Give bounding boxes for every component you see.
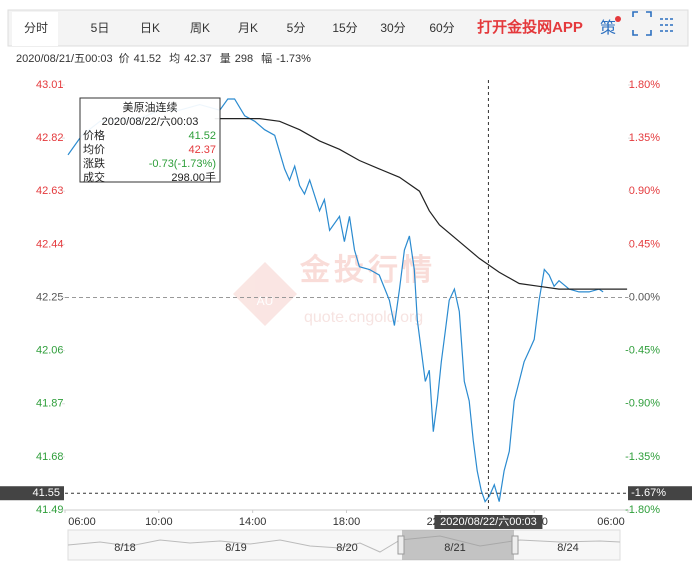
- tooltip-value: 298.00手: [171, 170, 216, 184]
- info-value: -1.73%: [276, 53, 311, 65]
- tooltip-title: 美原油连续: [123, 100, 178, 114]
- crosshair-y2-label: -1.67%: [631, 487, 666, 499]
- y-tick-label: 41.49: [36, 504, 64, 516]
- info-label: 价: [119, 52, 130, 65]
- x-tick-label: 10:00: [145, 516, 173, 528]
- tooltip-value: -0.73(-1.73%): [149, 158, 216, 170]
- watermark-logo: AU: [257, 294, 274, 308]
- navigator-label: 8/20: [336, 542, 357, 554]
- info-value: 298: [235, 53, 253, 65]
- info-label: 幅: [261, 52, 272, 65]
- crosshair-y-box: [0, 486, 64, 501]
- tab[interactable]: 15分: [332, 21, 357, 35]
- navigator-label: 8/19: [225, 542, 246, 554]
- tooltip-date: 2020/08/22/六00:03: [102, 115, 199, 128]
- watermark: AU 金投行情 quote.cngold.org: [233, 253, 436, 326]
- navigator[interactable]: [67, 529, 621, 561]
- series-line: [67, 98, 604, 503]
- navigator-window[interactable]: [402, 530, 514, 560]
- crosshair-x-label: 2020/08/22/六00:03: [440, 515, 537, 528]
- tab[interactable]: 月K: [238, 21, 258, 35]
- crosshair-y-label: 41.55: [32, 487, 60, 499]
- y-tick-label: 42.44: [36, 238, 64, 250]
- navigator-label: 8/21: [444, 542, 465, 554]
- tooltip-label: 价格: [83, 128, 105, 142]
- tab[interactable]: 周K: [190, 21, 210, 35]
- tab[interactable]: 分时: [24, 21, 48, 35]
- y-tick-label: 42.82: [36, 132, 64, 144]
- badge: [615, 16, 621, 22]
- navigator-trace: [67, 535, 621, 553]
- y-tick-label: 43.01: [36, 79, 64, 91]
- y-tick-label: 41.87: [36, 398, 64, 410]
- watermark-title: 金投行情: [299, 253, 436, 287]
- tooltip-label: 成交: [83, 170, 105, 184]
- y2-tick-label: 0.90%: [629, 185, 660, 197]
- info-label: 量: [220, 52, 231, 65]
- crosshair-y2-box: [628, 486, 692, 501]
- y-tick-label: 41.68: [36, 451, 64, 463]
- tab-bar: [7, 9, 689, 47]
- tooltip-box: [79, 97, 221, 183]
- info-date: 2020/08/21/五00:03: [16, 53, 113, 65]
- x-tick-label: 18:00: [333, 516, 361, 528]
- tab-selected: [12, 12, 58, 46]
- y2-tick-label: -0.90%: [625, 398, 660, 410]
- x-tick-label: 06:00: [68, 516, 96, 528]
- tooltip-value: 41.52: [188, 130, 216, 142]
- x-tick-label: 06:00: [597, 516, 625, 528]
- y2-tick-label: -1.35%: [625, 451, 660, 463]
- menu-icon[interactable]: [660, 18, 674, 32]
- tooltip-value: 42.37: [188, 144, 216, 156]
- y2-tick-label: -0.45%: [625, 345, 660, 357]
- watermark-logo-shape: [233, 262, 297, 326]
- info-label: 均: [169, 52, 180, 65]
- tooltip-label: 涨跌: [83, 156, 105, 170]
- tab[interactable]: 30分: [380, 21, 405, 35]
- x-tick-label: 14:00: [239, 516, 267, 528]
- info-value: 42.37: [184, 53, 212, 65]
- series-line: [214, 118, 628, 290]
- tab[interactable]: 日K: [140, 21, 160, 35]
- tab[interactable]: 5分: [287, 21, 306, 35]
- info-value: 41.52: [134, 53, 162, 65]
- y-tick-label: 42.06: [36, 345, 64, 357]
- navigator-handle[interactable]: [397, 535, 405, 555]
- y2-tick-label: 1.80%: [629, 79, 660, 91]
- tab[interactable]: 60分: [429, 21, 454, 35]
- watermark-url: quote.cngold.org: [304, 309, 423, 326]
- tooltip-label: 均价: [83, 143, 105, 156]
- navigator-handle[interactable]: [511, 535, 519, 555]
- y-tick-label: 42.25: [36, 291, 64, 303]
- y2-tick-label: -1.80%: [625, 504, 660, 516]
- y2-tick-label: 1.35%: [629, 132, 660, 144]
- navigator-label: 8/18: [114, 542, 135, 554]
- app-link[interactable]: 打开金投网APP: [477, 18, 583, 36]
- y-tick-label: 42.63: [36, 185, 64, 197]
- fullscreen-icon[interactable]: [632, 11, 652, 36]
- y2-tick-label: 0.00%: [629, 291, 660, 303]
- y2-tick-label: 0.45%: [629, 238, 660, 250]
- navigator-label: 8/24: [557, 542, 578, 554]
- tab[interactable]: 5日: [91, 21, 110, 35]
- strategy-button[interactable]: 策: [600, 19, 616, 37]
- crosshair-x-box: [434, 515, 543, 529]
